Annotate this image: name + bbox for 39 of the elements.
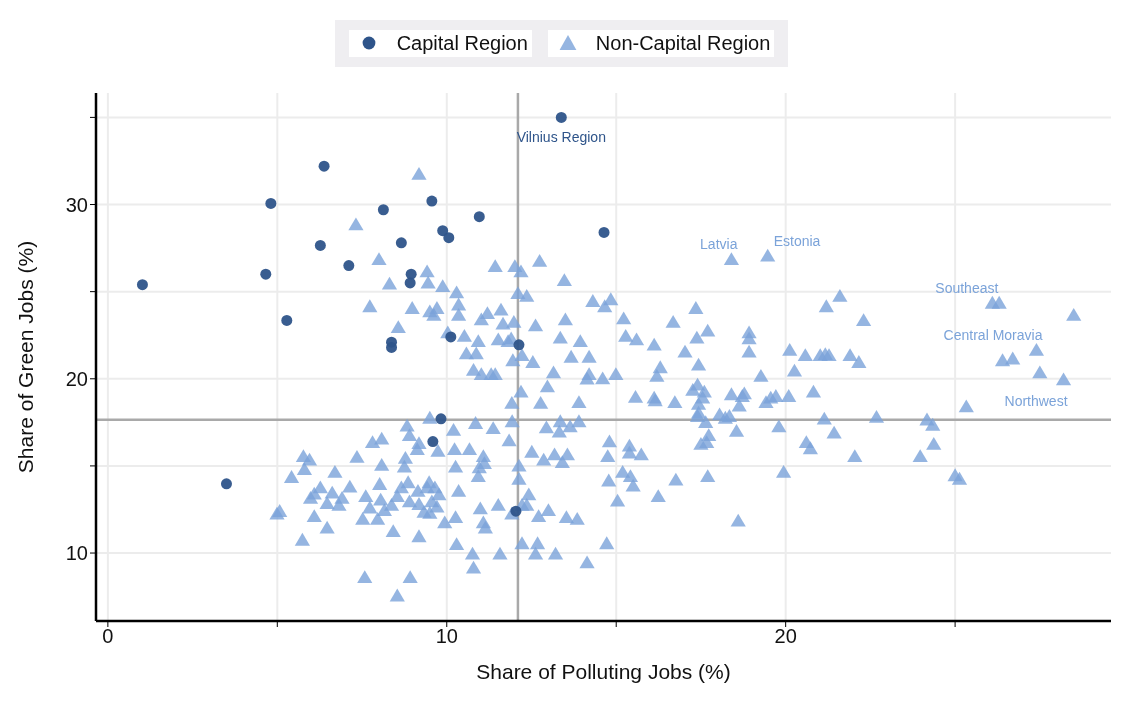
point (377, 204, 389, 216)
point (445, 331, 457, 343)
point (265, 197, 277, 209)
annotation: Latvia (700, 236, 738, 253)
point (260, 268, 272, 280)
point (510, 505, 522, 517)
x-axis-title: Share of Polluting Jobs (%) (476, 660, 731, 683)
point (427, 436, 439, 448)
point (136, 279, 148, 291)
y-tick-label: 20 (65, 367, 88, 390)
annotation: Central Moravia (943, 326, 1043, 343)
point (426, 195, 438, 207)
point (473, 211, 485, 223)
point (437, 225, 449, 237)
annotation: Northwest (1004, 392, 1068, 409)
y-tick-label: 30 (65, 193, 88, 216)
annotation: Vilnius Region (516, 129, 606, 146)
y-tick-label: 10 (65, 542, 88, 565)
point (343, 260, 355, 272)
point (220, 478, 232, 490)
point (318, 160, 330, 172)
legend-label: Non-Capital Region (595, 31, 771, 55)
point (404, 277, 416, 289)
x-tick-label: 10 (435, 625, 458, 648)
annotation: Southeast (935, 279, 999, 296)
x-tick-label: 20 (774, 625, 797, 648)
point (443, 232, 455, 244)
point (435, 413, 447, 425)
annotation: Estonia (773, 232, 821, 249)
point (314, 239, 326, 251)
point (395, 237, 407, 249)
point (555, 111, 567, 123)
x-tick-label: 0 (102, 625, 114, 648)
point (281, 314, 293, 326)
point (513, 339, 525, 351)
point (386, 341, 398, 353)
legend-label: Capital Region (396, 31, 528, 55)
y-axis-title: Share of Green Jobs (%) (14, 240, 38, 474)
point (598, 226, 610, 238)
